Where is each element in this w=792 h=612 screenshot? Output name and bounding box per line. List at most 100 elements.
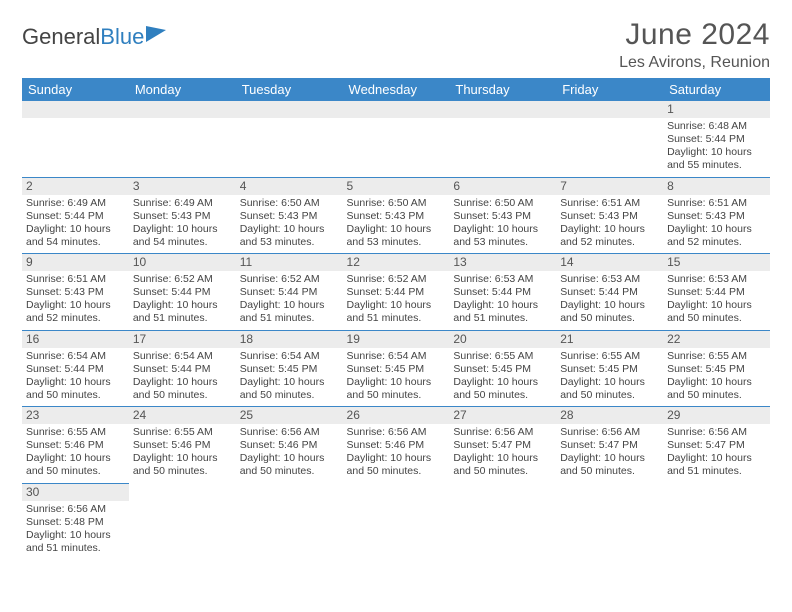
calendar-cell-empty (449, 483, 556, 559)
sunrise-text: Sunrise: 6:56 AM (453, 426, 552, 439)
sunrise-text: Sunrise: 6:54 AM (347, 350, 446, 363)
daylight-text: Daylight: 10 hours and 51 minutes. (240, 299, 339, 325)
daylight-text: Daylight: 10 hours and 50 minutes. (560, 376, 659, 402)
daynum: 23 (22, 407, 129, 424)
daynum: 9 (22, 254, 129, 271)
sunset-text: Sunset: 5:46 PM (26, 439, 125, 452)
calendar-head: SundayMondayTuesdayWednesdayThursdayFrid… (22, 78, 770, 101)
daynum: 26 (343, 407, 450, 424)
daynum-empty (343, 101, 450, 118)
calendar-cell: 24Sunrise: 6:55 AMSunset: 5:46 PMDayligh… (129, 407, 236, 484)
daylight-text: Daylight: 10 hours and 50 minutes. (133, 376, 232, 402)
sunset-text: Sunset: 5:46 PM (133, 439, 232, 452)
sunrise-text: Sunrise: 6:55 AM (133, 426, 232, 439)
daylight-text: Daylight: 10 hours and 50 minutes. (667, 299, 766, 325)
daynum: 8 (663, 178, 770, 195)
sunset-text: Sunset: 5:47 PM (453, 439, 552, 452)
daylight-text: Daylight: 10 hours and 50 minutes. (240, 376, 339, 402)
daynum-empty (556, 101, 663, 118)
calendar-cell-empty (236, 101, 343, 177)
calendar-cell: 7Sunrise: 6:51 AMSunset: 5:43 PMDaylight… (556, 177, 663, 254)
calendar-body: 1Sunrise: 6:48 AMSunset: 5:44 PMDaylight… (22, 101, 770, 559)
daylight-text: Daylight: 10 hours and 50 minutes. (453, 376, 552, 402)
sunset-text: Sunset: 5:44 PM (667, 133, 766, 146)
daynum: 11 (236, 254, 343, 271)
daynum: 15 (663, 254, 770, 271)
daynum: 5 (343, 178, 450, 195)
sunset-text: Sunset: 5:44 PM (453, 286, 552, 299)
weekday-header: Tuesday (236, 78, 343, 101)
logo-triangle-icon (146, 26, 166, 42)
calendar-cell: 11 Sunrise: 6:52 AMSunset: 5:44 PMDayligh… (236, 254, 343, 331)
calendar-cell: 15 Sunrise: 6:53 AMSunset: 5:44 PMDayligh… (663, 254, 770, 331)
daynum: 10 (129, 254, 236, 271)
weekday-header: Sunday (22, 78, 129, 101)
calendar-row: 2Sunrise: 6:49 AMSunset: 5:44 PMDaylight… (22, 177, 770, 254)
daylight-text: Daylight: 10 hours and 52 minutes. (26, 299, 125, 325)
sunrise-text: Sunrise: 6:51 AM (26, 273, 125, 286)
calendar-cell: 25Sunrise: 6:56 AMSunset: 5:46 PMDayligh… (236, 407, 343, 484)
daynum: 17 (129, 331, 236, 348)
sunrise-text: Sunrise: 6:53 AM (453, 273, 552, 286)
calendar-cell: 26Sunrise: 6:56 AMSunset: 5:46 PMDayligh… (343, 407, 450, 484)
sunrise-text: Sunrise: 6:53 AM (667, 273, 766, 286)
daynum: 16 (22, 331, 129, 348)
daynum: 4 (236, 178, 343, 195)
calendar-row: 30Sunrise: 6:56 AMSunset: 5:48 PMDayligh… (22, 483, 770, 559)
sunset-text: Sunset: 5:43 PM (453, 210, 552, 223)
location: Les Avirons, Reunion (619, 54, 770, 72)
daylight-text: Daylight: 10 hours and 53 minutes. (453, 223, 552, 249)
daynum-empty (236, 101, 343, 118)
daylight-text: Daylight: 10 hours and 55 minutes. (667, 146, 766, 172)
calendar-cell: 3Sunrise: 6:49 AMSunset: 5:43 PMDaylight… (129, 177, 236, 254)
calendar-cell: 19Sunrise: 6:54 AMSunset: 5:45 PMDayligh… (343, 330, 450, 407)
calendar-cell: 17Sunrise: 6:54 AMSunset: 5:44 PMDayligh… (129, 330, 236, 407)
calendar-cell: 27Sunrise: 6:56 AMSunset: 5:47 PMDayligh… (449, 407, 556, 484)
calendar-cell-empty (449, 101, 556, 177)
sunset-text: Sunset: 5:43 PM (26, 286, 125, 299)
daynum: 25 (236, 407, 343, 424)
sunrise-text: Sunrise: 6:52 AM (133, 273, 232, 286)
sunrise-text: Sunrise: 6:50 AM (240, 197, 339, 210)
daynum: 18 (236, 331, 343, 348)
daylight-text: Daylight: 10 hours and 50 minutes. (347, 376, 446, 402)
daylight-text: Daylight: 10 hours and 52 minutes. (667, 223, 766, 249)
sunrise-text: Sunrise: 6:55 AM (453, 350, 552, 363)
calendar-cell: 21Sunrise: 6:55 AMSunset: 5:45 PMDayligh… (556, 330, 663, 407)
daylight-text: Daylight: 10 hours and 50 minutes. (347, 452, 446, 478)
sunset-text: Sunset: 5:44 PM (667, 286, 766, 299)
daylight-text: Daylight: 10 hours and 51 minutes. (133, 299, 232, 325)
sunset-text: Sunset: 5:44 PM (133, 286, 232, 299)
daynum: 29 (663, 407, 770, 424)
daylight-text: Daylight: 10 hours and 50 minutes. (453, 452, 552, 478)
daylight-text: Daylight: 10 hours and 51 minutes. (26, 529, 125, 555)
sunset-text: Sunset: 5:43 PM (133, 210, 232, 223)
daynum: 1 (663, 101, 770, 118)
calendar-table: SundayMondayTuesdayWednesdayThursdayFrid… (22, 78, 770, 559)
daynum: 13 (449, 254, 556, 271)
sunrise-text: Sunrise: 6:56 AM (667, 426, 766, 439)
calendar-cell: 22Sunrise: 6:55 AMSunset: 5:45 PMDayligh… (663, 330, 770, 407)
daylight-text: Daylight: 10 hours and 50 minutes. (26, 376, 125, 402)
sunset-text: Sunset: 5:44 PM (240, 286, 339, 299)
sunrise-text: Sunrise: 6:48 AM (667, 120, 766, 133)
daynum: 3 (129, 178, 236, 195)
sunrise-text: Sunrise: 6:56 AM (240, 426, 339, 439)
daylight-text: Daylight: 10 hours and 50 minutes. (560, 452, 659, 478)
calendar-cell-empty (129, 483, 236, 559)
daynum: 7 (556, 178, 663, 195)
calendar-cell-empty (556, 483, 663, 559)
daynum: 28 (556, 407, 663, 424)
daynum: 20 (449, 331, 556, 348)
weekday-header: Friday (556, 78, 663, 101)
sunrise-text: Sunrise: 6:51 AM (560, 197, 659, 210)
calendar-cell: 30Sunrise: 6:56 AMSunset: 5:48 PMDayligh… (22, 483, 129, 559)
calendar-cell: 16Sunrise: 6:54 AMSunset: 5:44 PMDayligh… (22, 330, 129, 407)
calendar-cell-empty (343, 483, 450, 559)
sunrise-text: Sunrise: 6:52 AM (240, 273, 339, 286)
daylight-text: Daylight: 10 hours and 50 minutes. (667, 376, 766, 402)
daylight-text: Daylight: 10 hours and 50 minutes. (240, 452, 339, 478)
calendar-row: 1 Sunrise: 6:48 AMSunset: 5:44 PMDaylight… (22, 101, 770, 177)
sunrise-text: Sunrise: 6:54 AM (26, 350, 125, 363)
sunrise-text: Sunrise: 6:55 AM (667, 350, 766, 363)
